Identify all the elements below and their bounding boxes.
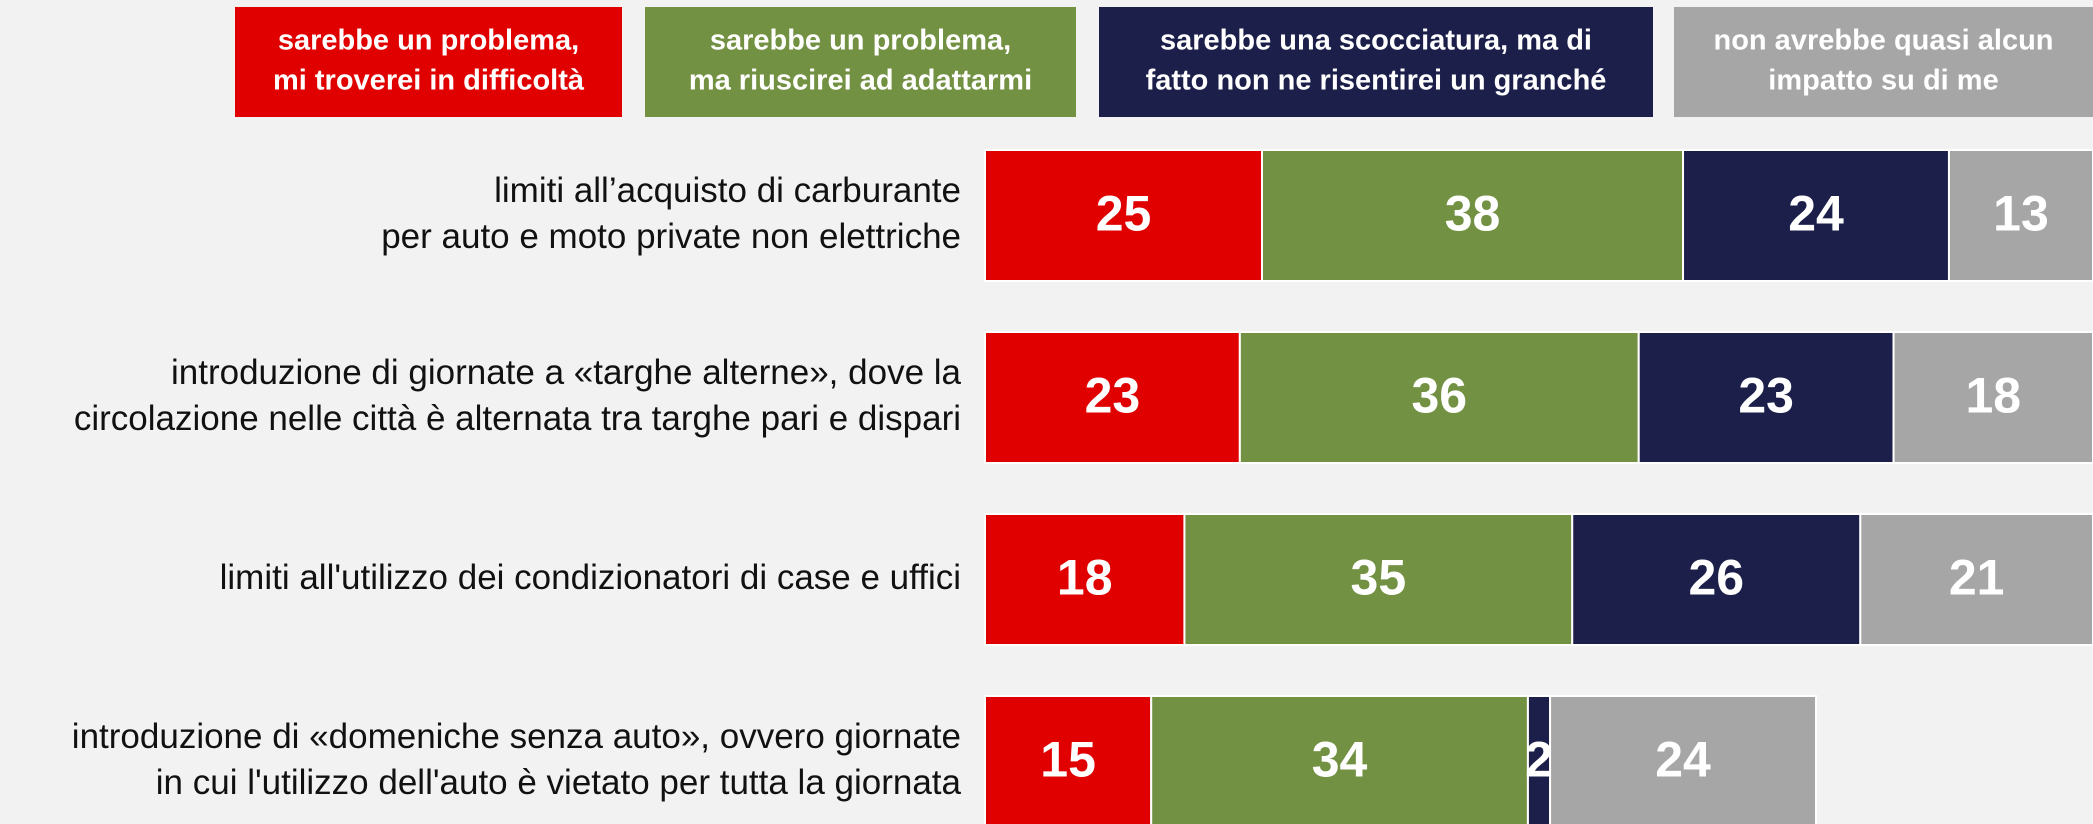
legend-swatch <box>1674 7 2093 117</box>
bar-segment <box>1261 149 1685 282</box>
bar-segment <box>1183 513 1574 646</box>
legend-swatch <box>235 7 622 117</box>
value-label: 24 <box>1788 186 1844 242</box>
value-label: 21 <box>1949 550 2005 606</box>
category-label: limiti all'utilizzo dei condizionatori d… <box>220 558 961 597</box>
legend-swatch <box>645 7 1076 117</box>
legend-label-line: mi troverei in difficoltà <box>273 65 585 97</box>
legend-label: sarebbe un problema, mi troverei in diffi… <box>273 25 585 97</box>
bar-segment <box>1859 513 2093 646</box>
value-label: 25 <box>1096 186 1152 242</box>
bar-segment <box>984 695 1153 824</box>
bar-segment <box>984 149 1263 282</box>
category-label-line: introduzione di giornate a «targhe alter… <box>171 353 962 392</box>
bar-segment <box>1238 331 1640 464</box>
legend-label: sarebbe un problema, ma riuscirei ad adat… <box>689 25 1032 97</box>
value-label: 35 <box>1351 550 1407 606</box>
category-label-line: introduzione di «domeniche senza auto», … <box>72 717 961 756</box>
value-label: 34 <box>1312 732 1368 788</box>
category-label-line: per auto e moto private non elettriche <box>381 217 961 256</box>
category-label: introduzione di giornate a «targhe alter… <box>74 353 962 438</box>
bar-segment <box>1549 695 1817 824</box>
category-label: limiti all’acquisto di carburante per aut… <box>381 171 961 256</box>
legend-label: sarebbe una scocciatura, ma di fatto non … <box>1146 25 1607 97</box>
legend-label: non avrebbe quasi alcun impatto su di me <box>1713 25 2053 97</box>
category-label-line: circolazione nelle città è alternata tra… <box>74 399 961 438</box>
value-label: 15 <box>1040 732 1096 788</box>
bar-segment <box>1682 149 1950 282</box>
category-label-line: limiti all’acquisto di carburante <box>494 171 961 210</box>
legend-swatch <box>1099 7 1653 117</box>
bar-segment <box>1892 331 2093 464</box>
value-label: 13 <box>1993 186 2049 242</box>
value-label: 23 <box>1738 368 1794 424</box>
bar-segment <box>1947 149 2093 282</box>
value-label: 23 <box>1085 368 1141 424</box>
bar-segment <box>1571 513 1862 646</box>
bar-segment <box>1150 695 1529 824</box>
value-label: 24 <box>1655 732 1711 788</box>
legend-label-line: sarebbe un problema, <box>710 25 1011 57</box>
legend-label-line: fatto non ne risentirei un granché <box>1146 65 1607 97</box>
legend-label-line: impatto su di me <box>1768 65 1998 97</box>
value-label: 2 <box>1525 732 1553 788</box>
value-label: 26 <box>1688 550 1744 606</box>
value-label: 36 <box>1411 368 1467 424</box>
bar-segment <box>984 513 1186 646</box>
category-label-line: limiti all'utilizzo dei condizionatori d… <box>220 558 961 597</box>
category-label: introduzione di «domeniche senza auto», … <box>72 717 962 802</box>
value-label: 38 <box>1445 186 1501 242</box>
legend-label-line: sarebbe una scocciatura, ma di <box>1160 25 1592 57</box>
value-label: 18 <box>1057 550 1113 606</box>
legend-label-line: sarebbe un problema, <box>278 25 579 57</box>
legend-label-line: non avrebbe quasi alcun <box>1713 25 2053 57</box>
bar-segment <box>1637 331 1895 464</box>
legend-label-line: ma riuscirei ad adattarmi <box>689 65 1032 97</box>
value-label: 18 <box>1965 368 2021 424</box>
category-label-line: in cui l'utilizzo dell'auto è vietato pe… <box>156 763 962 802</box>
